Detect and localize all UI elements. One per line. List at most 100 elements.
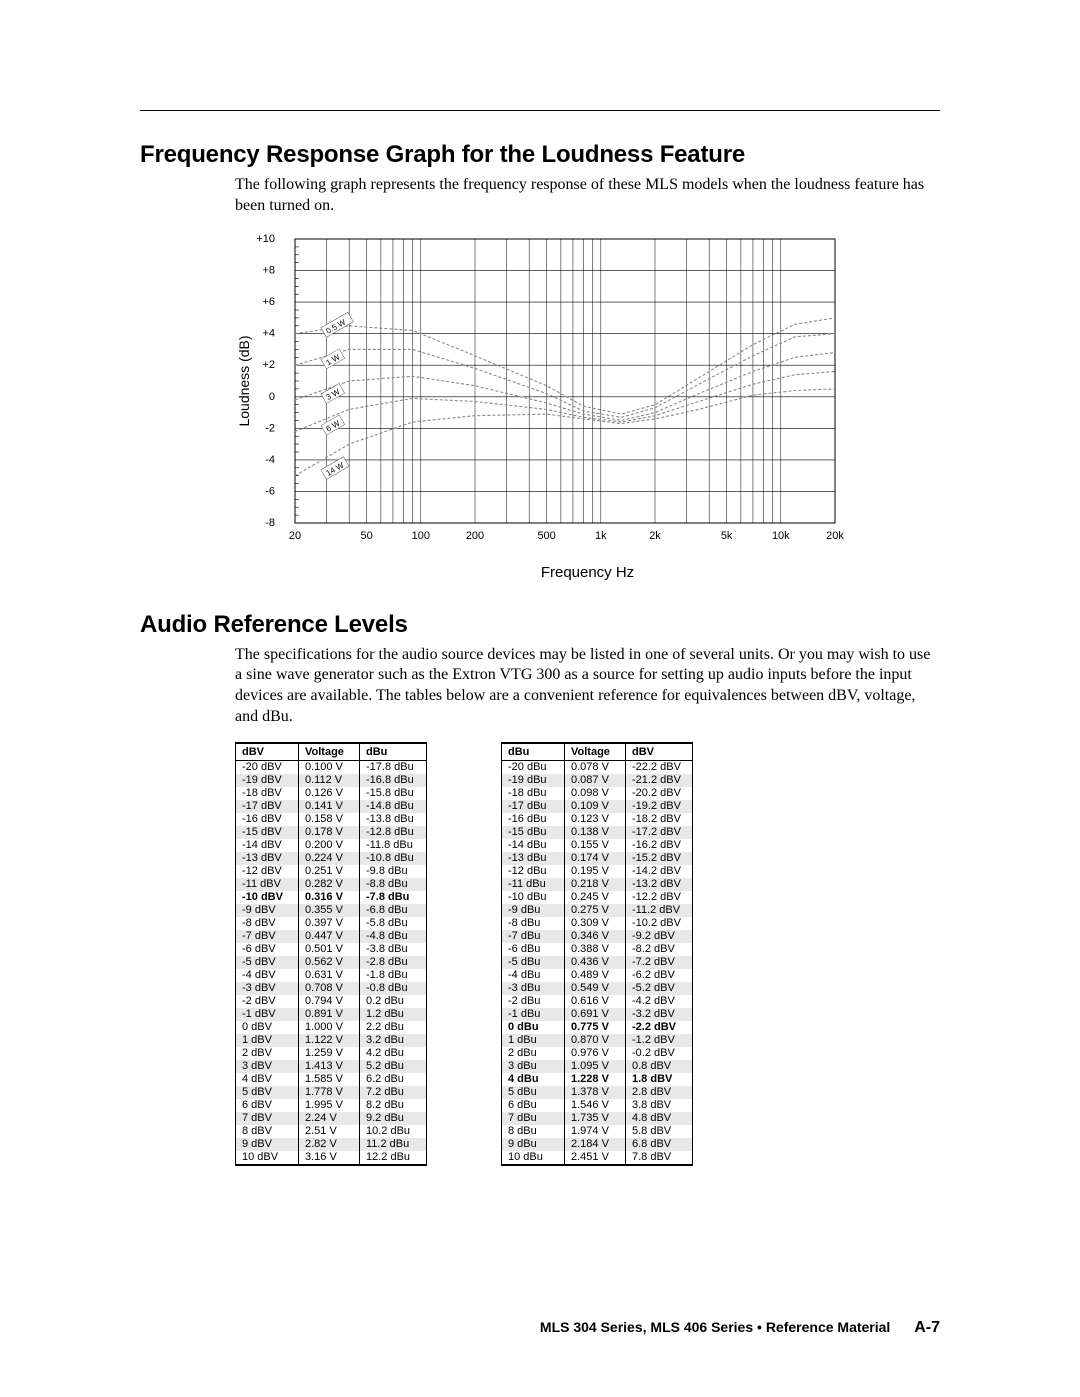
table-cell: -8 dBu bbox=[502, 917, 565, 930]
page: Frequency Response Graph for the Loudnes… bbox=[0, 0, 1080, 1397]
table-cell: -1.2 dBV bbox=[626, 1034, 693, 1047]
table-cell: 0.158 V bbox=[299, 813, 360, 826]
table-cell: -16.2 dBV bbox=[626, 839, 693, 852]
chart-svg: -8-6-4-20+2+4+6+8+1020501002005001k2k5k1… bbox=[235, 231, 845, 551]
svg-text:+2: +2 bbox=[262, 359, 275, 371]
table-cell: 0.309 V bbox=[565, 917, 626, 930]
table-cell: 0.501 V bbox=[299, 943, 360, 956]
col-header: Voltage bbox=[565, 743, 626, 761]
table-row: -8 dBV0.397 V-5.8 dBu bbox=[236, 917, 427, 930]
table-cell: -3 dBV bbox=[236, 982, 299, 995]
table-cell: -7.8 dBu bbox=[360, 891, 427, 904]
table-cell: 1.995 V bbox=[299, 1099, 360, 1112]
table-row: -15 dBV0.178 V-12.8 dBu bbox=[236, 826, 427, 839]
table-cell: 6.8 dBV bbox=[626, 1138, 693, 1151]
table-cell: 3.2 dBu bbox=[360, 1034, 427, 1047]
table-cell: 0.316 V bbox=[299, 891, 360, 904]
table-row: -17 dBu0.109 V-19.2 dBV bbox=[502, 800, 693, 813]
table-row: -5 dBu0.436 V-7.2 dBV bbox=[502, 956, 693, 969]
table-cell: 1 dBu bbox=[502, 1034, 565, 1047]
table-cell: -15 dBV bbox=[236, 826, 299, 839]
table-row: -19 dBu0.087 V-21.2 dBV bbox=[502, 774, 693, 787]
table-cell: 0.123 V bbox=[565, 813, 626, 826]
table-cell: 0.109 V bbox=[565, 800, 626, 813]
table-cell: 0.138 V bbox=[565, 826, 626, 839]
table-row: -7 dBu0.346 V-9.2 dBV bbox=[502, 930, 693, 943]
table-cell: 1.585 V bbox=[299, 1073, 360, 1086]
table-row: -10 dBV0.316 V-7.8 dBu bbox=[236, 891, 427, 904]
table-row: -2 dBV0.794 V0.2 dBu bbox=[236, 995, 427, 1008]
table-row: -11 dBV0.282 V-8.8 dBu bbox=[236, 878, 427, 891]
table-cell: 10 dBV bbox=[236, 1151, 299, 1165]
table-row: -18 dBV0.126 V-15.8 dBu bbox=[236, 787, 427, 800]
table-cell: 9.2 dBu bbox=[360, 1112, 427, 1125]
table-cell: 0.251 V bbox=[299, 865, 360, 878]
table-row: -11 dBu0.218 V-13.2 dBV bbox=[502, 878, 693, 891]
table-cell: -17 dBV bbox=[236, 800, 299, 813]
table-row: 3 dBu1.095 V0.8 dBV bbox=[502, 1060, 693, 1073]
table-cell: 4.8 dBV bbox=[626, 1112, 693, 1125]
tables-row: dBV Voltage dBu -20 dBV0.100 V-17.8 dBu-… bbox=[235, 742, 940, 1166]
table-cell: -17 dBu bbox=[502, 800, 565, 813]
table-cell: -3.8 dBu bbox=[360, 943, 427, 956]
table-cell: -13 dBu bbox=[502, 852, 565, 865]
table-cell: -7 dBV bbox=[236, 930, 299, 943]
table-row: -19 dBV0.112 V-16.8 dBu bbox=[236, 774, 427, 787]
table-cell: 5 dBu bbox=[502, 1086, 565, 1099]
table-cell: -17.8 dBu bbox=[360, 760, 427, 774]
table-row: -14 dBV0.200 V-11.8 dBu bbox=[236, 839, 427, 852]
table-cell: 1.000 V bbox=[299, 1021, 360, 1034]
table-cell: -4 dBu bbox=[502, 969, 565, 982]
table-cell: -2 dBV bbox=[236, 995, 299, 1008]
table-row: -17 dBV0.141 V-14.8 dBu bbox=[236, 800, 427, 813]
table-cell: 0.775 V bbox=[565, 1021, 626, 1034]
table-cell: -14 dBV bbox=[236, 839, 299, 852]
table-cell: -6.2 dBV bbox=[626, 969, 693, 982]
table-cell: 0.388 V bbox=[565, 943, 626, 956]
table-row: 7 dBV2.24 V9.2 dBu bbox=[236, 1112, 427, 1125]
table-cell: -13 dBV bbox=[236, 852, 299, 865]
table-cell: -1 dBu bbox=[502, 1008, 565, 1021]
svg-text:+8: +8 bbox=[262, 264, 275, 276]
table-dbu-to-dbv: dBu Voltage dBV -20 dBu0.078 V-22.2 dBV-… bbox=[501, 742, 693, 1166]
table-cell: -7.2 dBV bbox=[626, 956, 693, 969]
table-cell: 0.616 V bbox=[565, 995, 626, 1008]
table-cell: 0.631 V bbox=[299, 969, 360, 982]
table-cell: 5.8 dBV bbox=[626, 1125, 693, 1138]
table-cell: 0.397 V bbox=[299, 917, 360, 930]
svg-text:20k: 20k bbox=[826, 530, 844, 542]
table-cell: -0.2 dBV bbox=[626, 1047, 693, 1060]
table-cell: -10.2 dBV bbox=[626, 917, 693, 930]
table-cell: 0.708 V bbox=[299, 982, 360, 995]
table-cell: 0.224 V bbox=[299, 852, 360, 865]
table-row: 6 dBu1.546 V3.8 dBV bbox=[502, 1099, 693, 1112]
table-cell: -18 dBu bbox=[502, 787, 565, 800]
svg-text:10k: 10k bbox=[772, 530, 790, 542]
col-header: Voltage bbox=[299, 743, 360, 761]
table-cell: 0.562 V bbox=[299, 956, 360, 969]
table-cell: -11 dBu bbox=[502, 878, 565, 891]
svg-text:200: 200 bbox=[466, 530, 484, 542]
table-cell: 3.16 V bbox=[299, 1151, 360, 1165]
table-cell: 0.346 V bbox=[565, 930, 626, 943]
svg-text:50: 50 bbox=[361, 530, 373, 542]
table-row: -18 dBu0.098 V-20.2 dBV bbox=[502, 787, 693, 800]
table-cell: 0.200 V bbox=[299, 839, 360, 852]
table-cell: -20 dBu bbox=[502, 760, 565, 774]
table-row: 5 dBu1.378 V2.8 dBV bbox=[502, 1086, 693, 1099]
section-2-intro: The specifications for the audio source … bbox=[235, 645, 940, 728]
table-cell: -8.2 dBV bbox=[626, 943, 693, 956]
table-cell: 1.378 V bbox=[565, 1086, 626, 1099]
table-cell: 1.735 V bbox=[565, 1112, 626, 1125]
table-cell: 1.095 V bbox=[565, 1060, 626, 1073]
table-cell: -9 dBV bbox=[236, 904, 299, 917]
table-row: -7 dBV0.447 V-4.8 dBu bbox=[236, 930, 427, 943]
table-cell: 10.2 dBu bbox=[360, 1125, 427, 1138]
svg-text:-6: -6 bbox=[265, 485, 275, 497]
table-cell: 2.451 V bbox=[565, 1151, 626, 1165]
table-cell: 2.82 V bbox=[299, 1138, 360, 1151]
table-row: -20 dBV0.100 V-17.8 dBu bbox=[236, 760, 427, 774]
table-cell: 8 dBV bbox=[236, 1125, 299, 1138]
table-cell: -16 dBV bbox=[236, 813, 299, 826]
col-header: dBu bbox=[502, 743, 565, 761]
